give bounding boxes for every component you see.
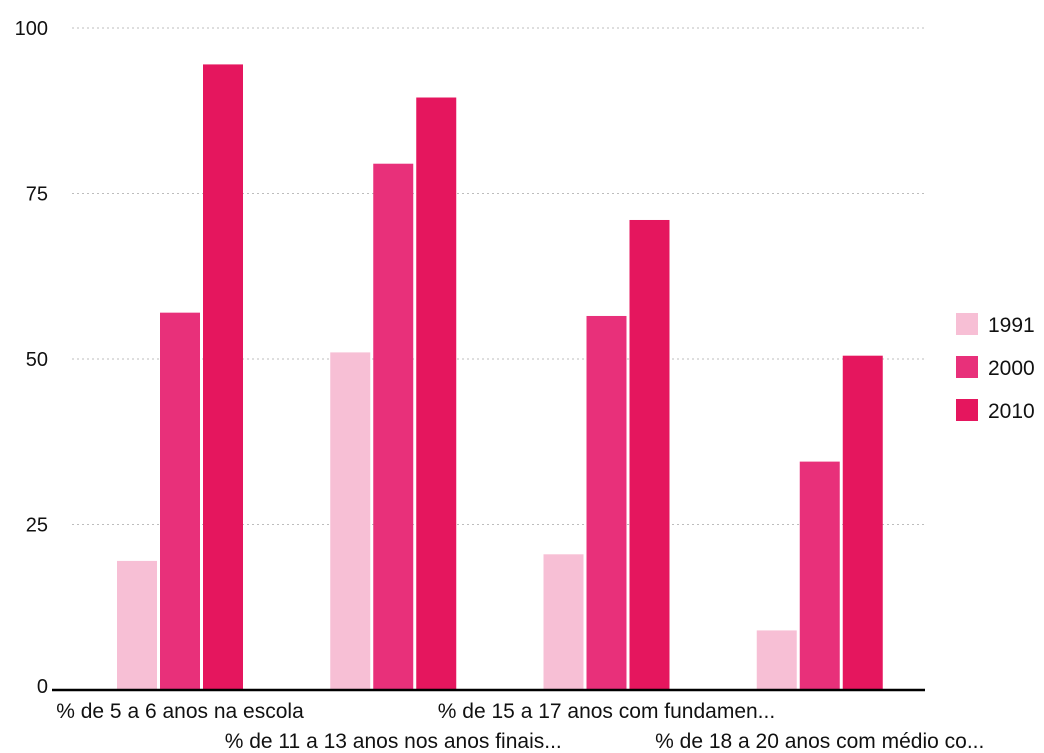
bar-2010-cat-3 xyxy=(629,219,670,691)
legend: 1991 2000 2010 xyxy=(956,313,1035,423)
category-label: % de 11 a 13 anos nos anos finais... xyxy=(225,730,562,753)
bar-2010-cat-2 xyxy=(416,97,457,690)
y-tick-label: 100 xyxy=(15,18,48,40)
legend-label: 1991 xyxy=(988,314,1035,337)
bar-1991-cat-2 xyxy=(330,352,371,690)
category-label: % de 18 a 20 anos com médio co... xyxy=(655,730,984,753)
bar-2000-cat-2 xyxy=(373,163,414,690)
legend-label: 2000 xyxy=(988,357,1035,380)
bar-2000-cat-1 xyxy=(160,312,200,690)
grid-lines xyxy=(72,27,925,525)
bars xyxy=(117,64,883,691)
bar-2000-cat-4 xyxy=(799,461,840,690)
legend-swatch-2000 xyxy=(956,356,978,378)
category-label: % de 15 a 17 anos com fundamen... xyxy=(438,700,775,723)
bar-2000-cat-3 xyxy=(586,315,627,690)
y-tick-label: 50 xyxy=(26,349,48,371)
legend-swatch-2010 xyxy=(956,399,978,421)
legend-label: 2010 xyxy=(988,400,1035,423)
y-tick-label: 25 xyxy=(26,515,48,537)
bar-1991-cat-4 xyxy=(756,630,797,690)
legend-swatch-1991 xyxy=(956,313,978,335)
bar-2010-cat-4 xyxy=(842,355,883,690)
y-axis-ticks: 0 25 50 75 100 xyxy=(15,18,48,698)
y-tick-label: 75 xyxy=(26,184,48,206)
y-tick-label: 0 xyxy=(37,676,48,698)
category-labels: % de 5 a 6 anos na escola % de 11 a 13 an… xyxy=(56,700,984,753)
bar-1991-cat-1 xyxy=(117,560,157,690)
bar-2010-cat-1 xyxy=(203,64,243,690)
bar-1991-cat-3 xyxy=(543,554,584,690)
category-label: % de 5 a 6 anos na escola xyxy=(56,700,304,723)
